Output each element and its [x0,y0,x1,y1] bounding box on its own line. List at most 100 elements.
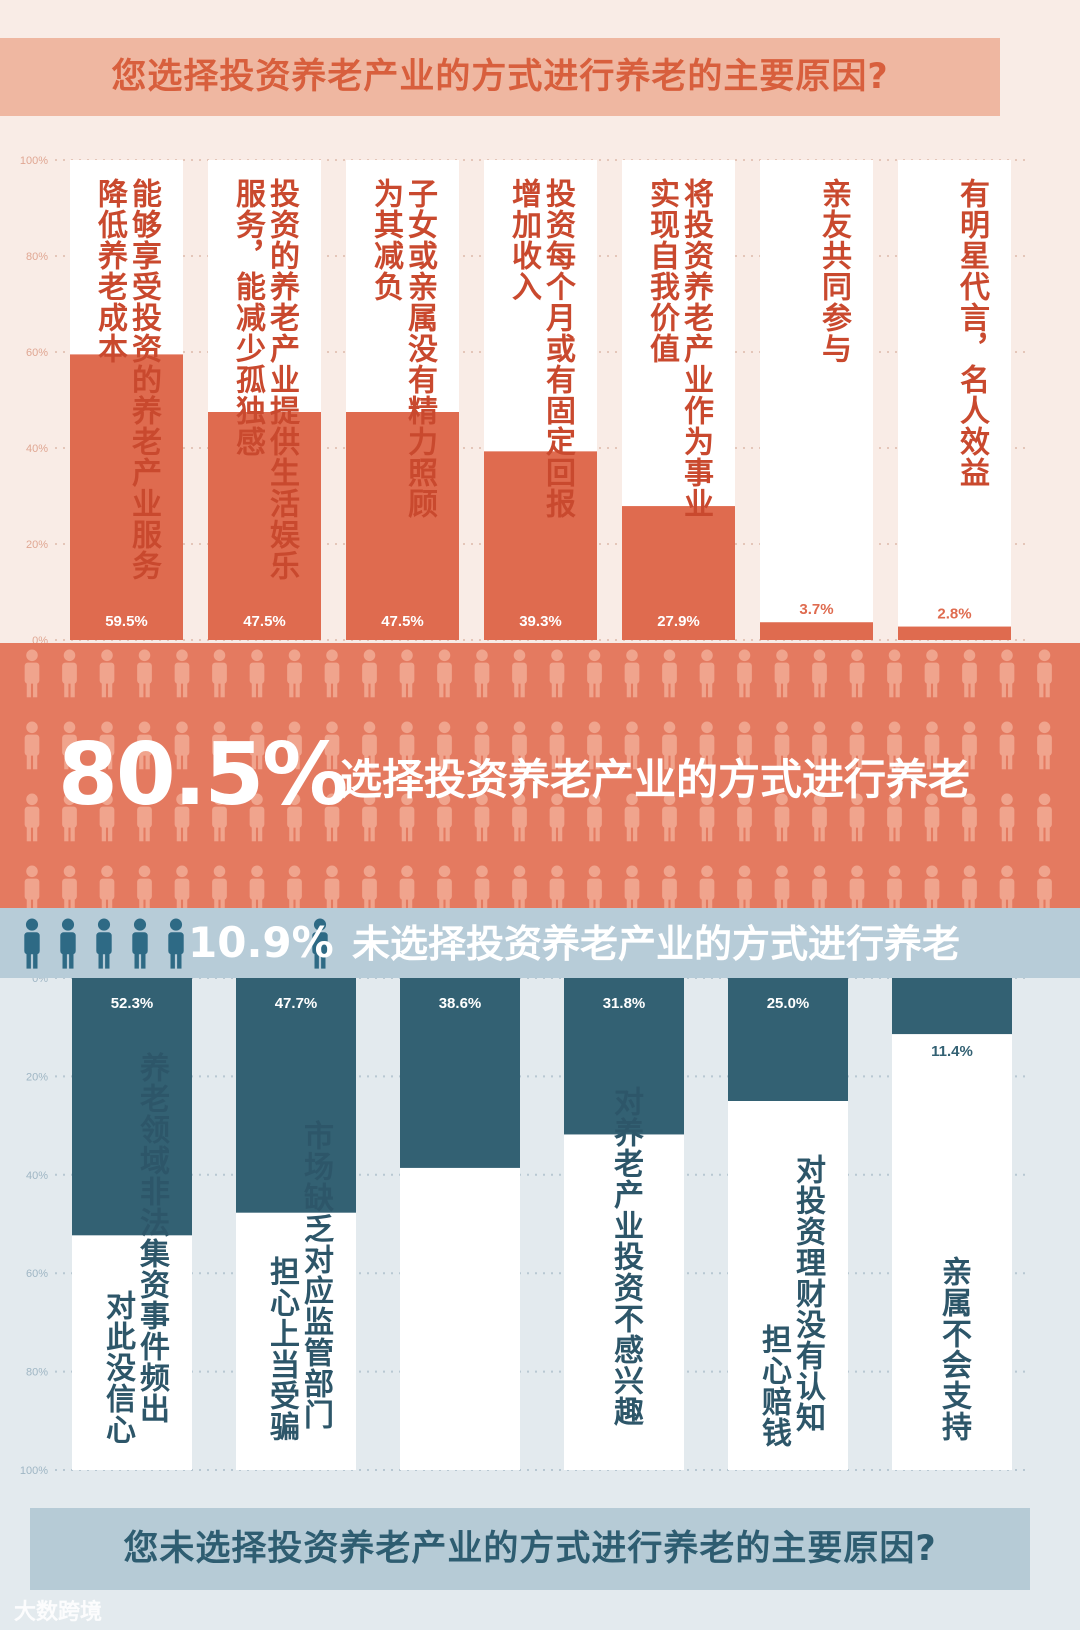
person-icon [399,865,415,908]
tick-label: 0% [32,635,48,643]
person-icon [962,793,977,842]
person-icon [174,865,190,908]
person-icon [624,865,640,908]
category-label: 担心上当受骗 [264,1256,299,1442]
person-icon [287,865,302,908]
bar-background [760,160,873,640]
person-icon [587,865,602,908]
data-label: 47.7% [275,995,318,1012]
top-bar-chart: 100% 80% 60% 40% 20% 0% 59.5% 47.5% 47.5% 39.3% 27… [20,155,1030,643]
category-label: 对此没信心 [100,1290,135,1445]
category-label: 实现自我价值 [644,178,679,364]
person-icon [924,721,940,770]
person-icon [699,865,715,908]
person-icon [324,649,340,698]
chose-label: 选择投资养老产业的方式进行养老 [340,755,971,804]
bar-background [892,978,1012,1470]
person-icon [662,865,677,908]
data-label: 25.0% [767,995,810,1012]
not-chose-percentage: 10.9% [188,918,334,967]
bar [898,626,1011,640]
person-icon [437,721,452,770]
person-icon [1037,865,1052,908]
data-label: 2.8% [937,606,971,623]
bar [728,978,848,1101]
data-label: 27.9% [657,613,700,630]
category-label: 担心赔钱 [756,1324,791,1448]
category-label: 有明星代言，名人效益 [954,178,989,488]
bar-background [898,160,1011,640]
tick-label: 80% [26,1367,48,1379]
person-icon [312,918,328,969]
bar [760,622,873,640]
person-icon [62,721,77,770]
category-label: 投资每个月或有固定回报 [540,178,575,519]
person-icon [362,721,377,770]
tick-label: 40% [26,1170,48,1182]
person-icon [437,793,452,842]
category-label: 养老领域非法集资事件频出 [134,1052,169,1424]
person-icon [549,793,565,842]
person-icon [474,793,490,842]
data-label: 47.5% [243,613,286,630]
person-icon [549,721,565,770]
person-icon [137,865,152,908]
bar [70,354,183,640]
person-icon [99,721,115,770]
person-icon [887,721,902,770]
person-icon [174,649,190,698]
data-label: 39.3% [519,613,562,630]
person-icon [60,918,76,969]
person-icon [212,793,227,842]
person-icon [212,649,227,698]
bar [346,412,459,640]
not-chose-band [0,908,1080,978]
person-icon [812,865,827,908]
person-icon [962,865,977,908]
person-icon [512,649,527,698]
person-icon [24,918,40,969]
watermark-logo: 大数跨境 [14,1600,103,1625]
category-label: 对养老产业投资不感兴趣 [608,1086,643,1427]
data-label: 11.4% [931,1043,973,1060]
person-icon [437,865,452,908]
person-icon [849,793,865,842]
person-icon [962,721,977,770]
category-label: 市场缺乏对应监管部门 [298,1120,333,1430]
person-icon [96,918,112,969]
person-icon [699,793,715,842]
person-icon [1037,649,1052,698]
person-icon [549,649,565,698]
person-icon [324,793,340,842]
tick-label: 40% [26,443,48,455]
person-icon [812,721,827,770]
data-label: 52.3% [111,995,154,1012]
tick-label: 60% [26,347,48,359]
person-icon [624,649,640,698]
person-icon [999,649,1015,698]
tick-label: 80% [26,251,48,263]
person-icon [662,721,677,770]
person-icon [849,865,865,908]
person-icon [99,865,115,908]
person-icon [737,793,752,842]
person-icon [62,649,77,698]
bar [236,978,356,1213]
person-icon [812,793,827,842]
person-icon [99,649,115,698]
person-icon [1037,721,1052,770]
person-icon [774,793,790,842]
tick-label: 20% [26,1071,48,1083]
bar [892,978,1012,1035]
data-label: 3.7% [799,601,833,618]
category-label: 子女或亲属没有精力照顾 [402,178,437,519]
person-icon [924,793,940,842]
category-label: 亲友共同参与 [816,178,851,364]
bar [72,978,192,1236]
not-chose-label: 未选择投资养老产业的方式进行养老 [352,922,961,966]
person-icon [62,865,77,908]
person-icon [849,649,865,698]
category-label: 服务，能减少孤独感 [230,178,265,457]
data-label: 38.6% [439,995,482,1012]
bar [622,506,735,640]
